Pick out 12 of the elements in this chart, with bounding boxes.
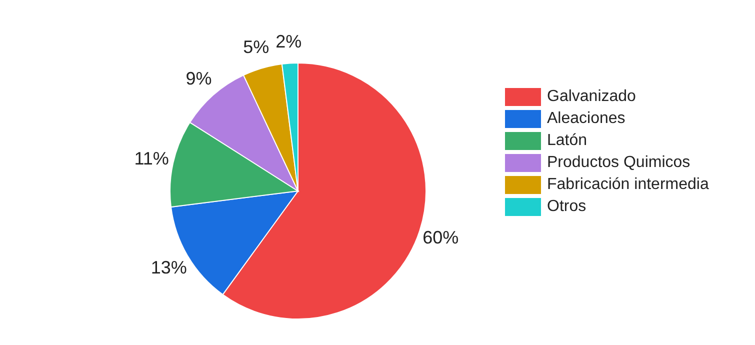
data-label: 60% — [422, 227, 459, 248]
legend-label: Aleaciones — [547, 110, 626, 128]
legend-label: Productos Quimicos — [547, 154, 690, 172]
legend-label: Otros — [547, 198, 586, 216]
data-label: 13% — [150, 257, 187, 278]
legend-label: Fabricación intermedia — [547, 176, 709, 194]
legend-label: Latón — [547, 132, 588, 150]
data-label: 11% — [134, 148, 169, 168]
legend-label: Galvanizado — [547, 88, 636, 106]
data-label: 2% — [276, 31, 302, 52]
data-label: 5% — [243, 36, 270, 57]
data-label: 9% — [186, 68, 212, 88]
